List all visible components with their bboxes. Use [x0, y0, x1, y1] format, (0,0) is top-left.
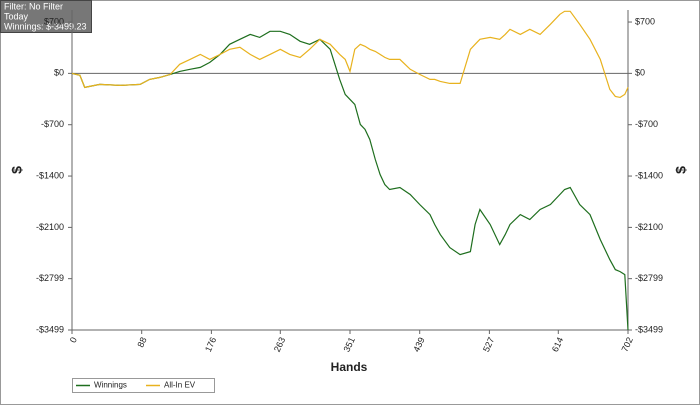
y-tick-label: -$1400 [36, 170, 64, 180]
y2-axis-label: $ [673, 166, 689, 174]
x-axis-label: Hands [331, 360, 368, 374]
annotation: Today [4, 11, 29, 21]
y-tick-label: -$3499 [36, 324, 64, 334]
x-tick-label: 0 [68, 336, 79, 345]
annotation: Filter: No Filter [4, 1, 63, 11]
y-tick-label: $700 [44, 16, 64, 26]
annotation: Winnings: $-3499.23 [4, 21, 87, 31]
y2-tick-label: -$700 [635, 119, 658, 129]
y-tick-label: -$2100 [36, 222, 64, 232]
y-axis-label: $ [9, 166, 25, 174]
y2-tick-label: -$2100 [635, 222, 663, 232]
y-tick-label: -$2799 [36, 273, 64, 283]
y-tick-label: -$700 [41, 119, 64, 129]
x-tick-label: 88 [135, 336, 148, 349]
legend-label: All-In EV [164, 381, 196, 390]
legend [72, 378, 215, 393]
filter-box [0, 0, 92, 33]
series-line [71, 30, 629, 331]
legend-label: Winnings [94, 381, 127, 390]
y2-tick-label: $0 [635, 68, 645, 78]
y2-tick-label: -$2799 [635, 273, 663, 283]
y2-tick-label: -$3499 [635, 324, 663, 334]
y-tick-label: $0 [54, 68, 64, 78]
y2-tick-label: -$1400 [635, 170, 663, 180]
series-line [71, 10, 629, 99]
y2-tick-label: $700 [635, 16, 655, 26]
